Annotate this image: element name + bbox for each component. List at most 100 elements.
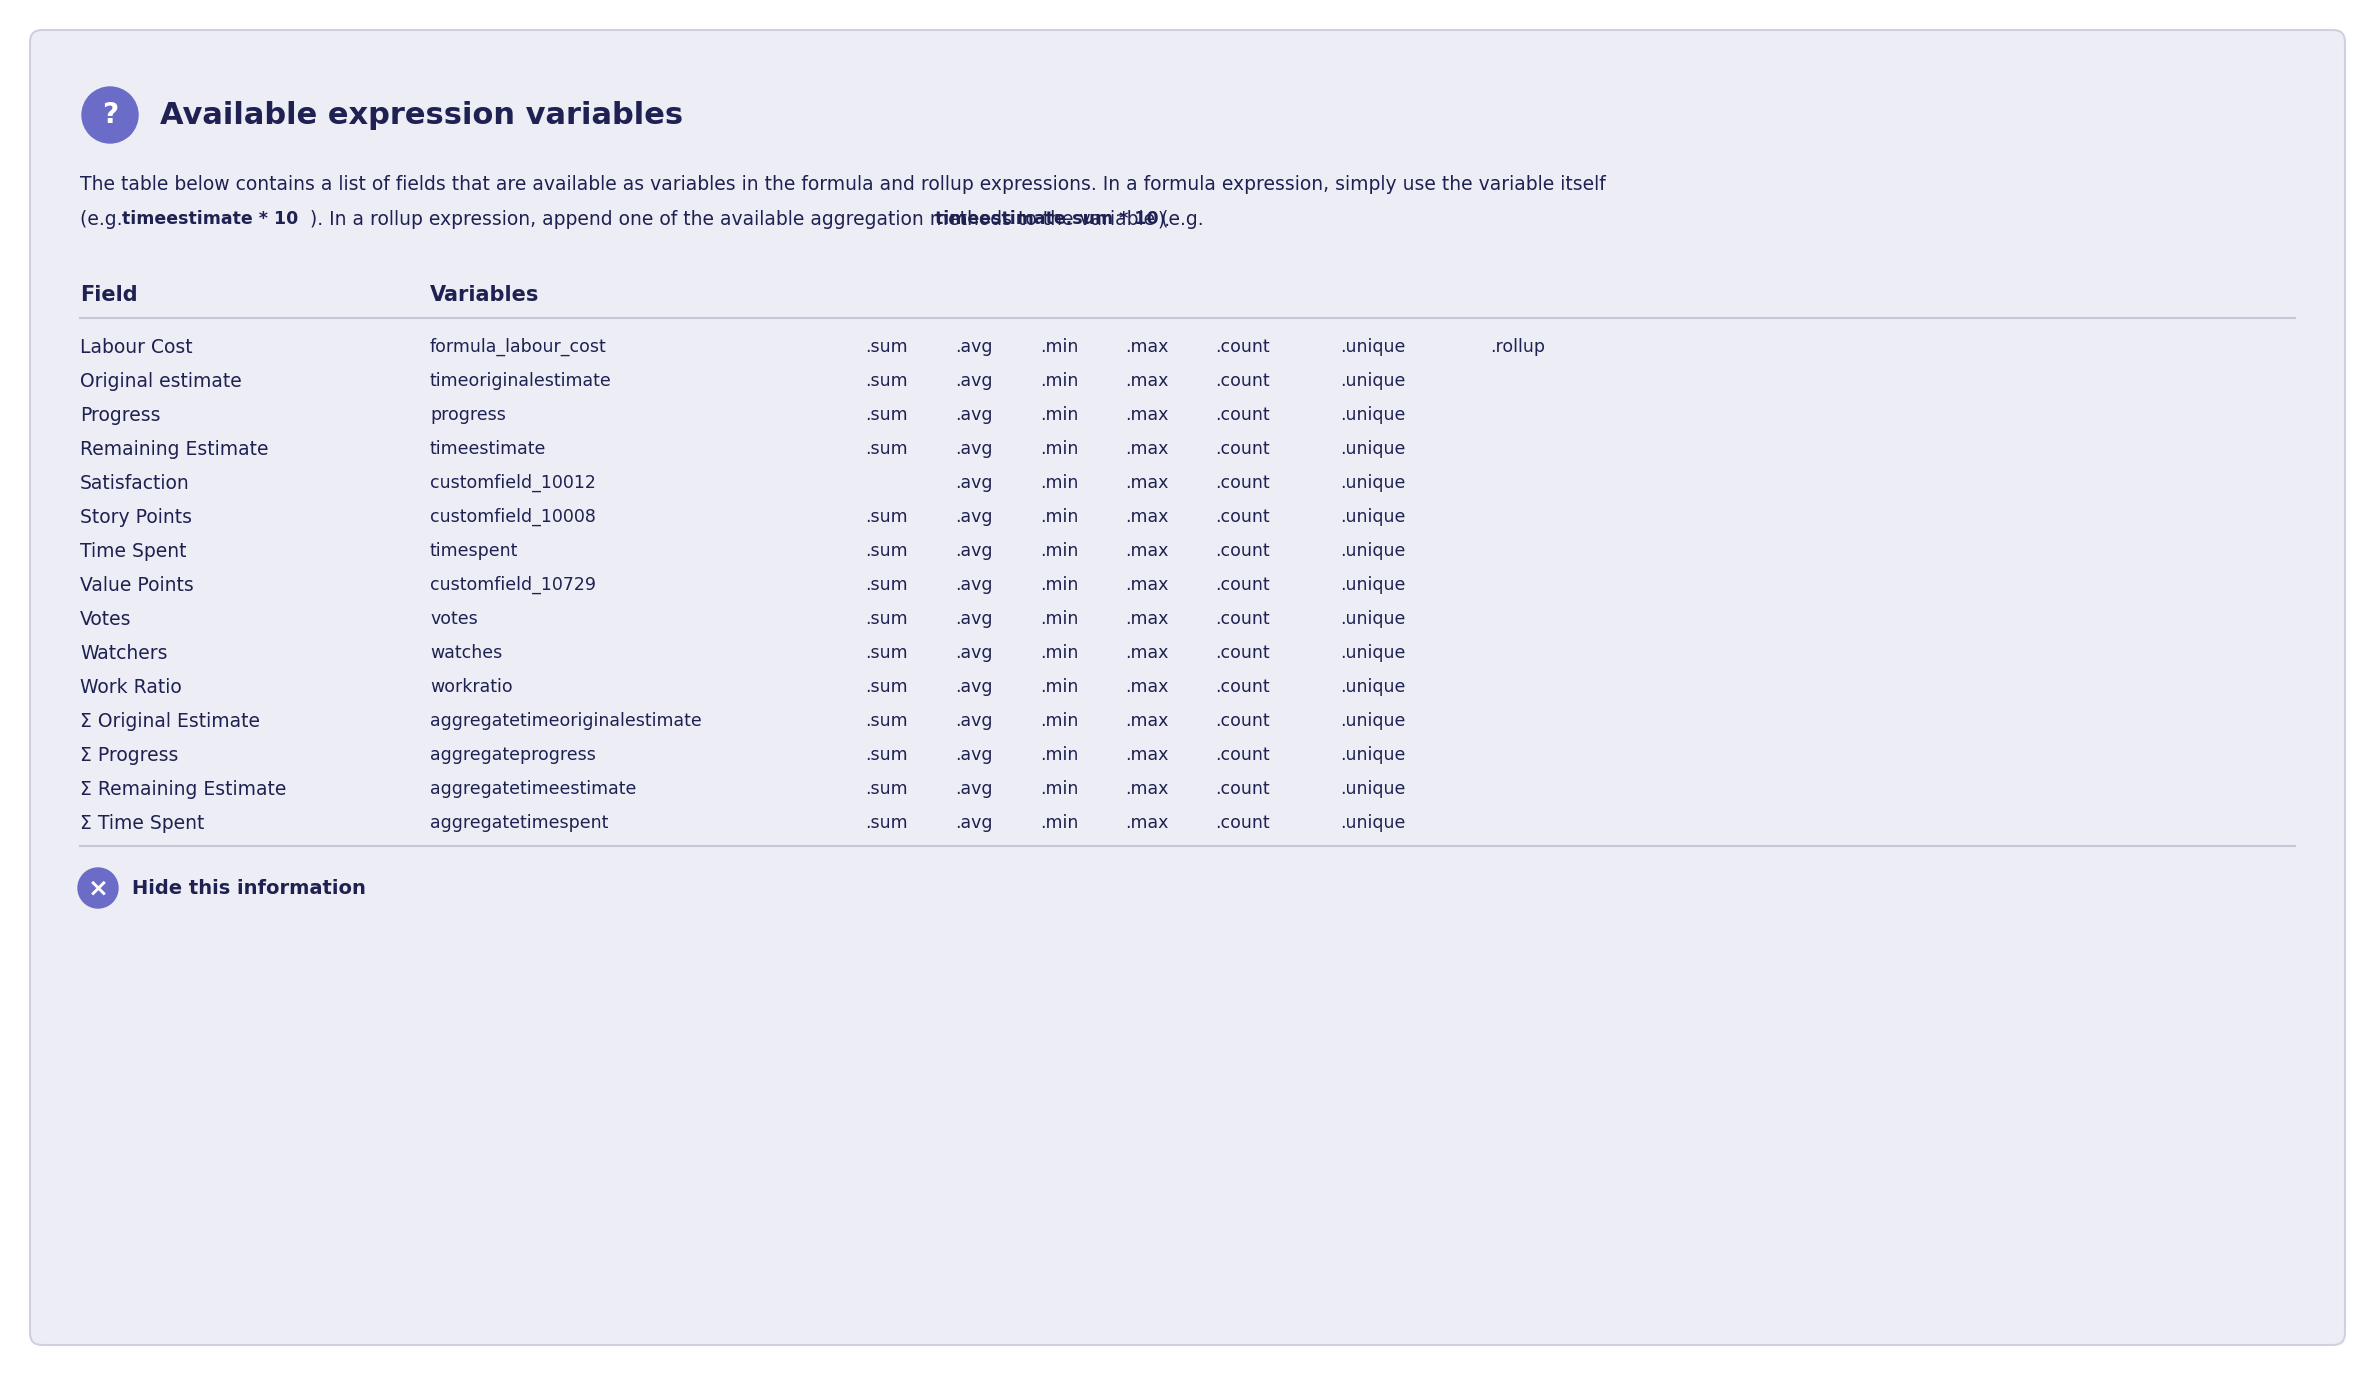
Text: customfield_10008: customfield_10008	[430, 507, 596, 527]
Text: .max: .max	[1126, 507, 1168, 527]
Text: .count: .count	[1216, 406, 1271, 424]
Text: .max: .max	[1126, 440, 1168, 458]
Text: .max: .max	[1126, 644, 1168, 661]
Text: .rollup: .rollup	[1489, 338, 1546, 356]
Text: .count: .count	[1216, 747, 1271, 764]
Text: .sum: .sum	[864, 440, 907, 458]
Text: .unique: .unique	[1339, 474, 1406, 492]
Text: .max: .max	[1126, 576, 1168, 594]
Text: Remaining Estimate: Remaining Estimate	[81, 440, 268, 458]
Text: .max: .max	[1126, 338, 1168, 356]
Text: .max: .max	[1126, 406, 1168, 424]
Text: .unique: .unique	[1339, 644, 1406, 661]
Text: .count: .count	[1216, 507, 1271, 527]
Text: .avg: .avg	[955, 474, 993, 492]
Text: .max: .max	[1126, 373, 1168, 390]
Text: ).: ).	[1159, 210, 1171, 230]
Text: .count: .count	[1216, 678, 1271, 696]
Text: .sum: .sum	[864, 610, 907, 628]
Text: ×: ×	[88, 876, 109, 901]
Text: .avg: .avg	[955, 576, 993, 594]
Text: .sum: .sum	[864, 338, 907, 356]
Text: .unique: .unique	[1339, 780, 1406, 797]
Text: .min: .min	[1040, 440, 1078, 458]
Text: .sum: .sum	[864, 712, 907, 730]
Text: .count: .count	[1216, 440, 1271, 458]
Text: .count: .count	[1216, 373, 1271, 390]
Text: .avg: .avg	[955, 780, 993, 797]
Text: .min: .min	[1040, 747, 1078, 764]
Text: .max: .max	[1126, 542, 1168, 560]
Text: .min: .min	[1040, 373, 1078, 390]
Text: .avg: .avg	[955, 644, 993, 661]
Text: .sum: .sum	[864, 814, 907, 832]
Text: .avg: .avg	[955, 373, 993, 390]
Text: .count: .count	[1216, 610, 1271, 628]
Text: .min: .min	[1040, 576, 1078, 594]
Text: .max: .max	[1126, 747, 1168, 764]
Text: Σ Original Estimate: Σ Original Estimate	[81, 711, 259, 730]
Text: Votes: Votes	[81, 609, 131, 628]
Text: .max: .max	[1126, 678, 1168, 696]
Text: watches: watches	[430, 644, 501, 661]
Text: .avg: .avg	[955, 338, 993, 356]
Text: .max: .max	[1126, 474, 1168, 492]
Text: ?: ?	[102, 100, 119, 129]
Text: .min: .min	[1040, 780, 1078, 797]
Text: .avg: .avg	[955, 747, 993, 764]
Text: .unique: .unique	[1339, 440, 1406, 458]
Text: .unique: .unique	[1339, 542, 1406, 560]
Text: timeestimate: timeestimate	[430, 440, 546, 458]
Text: Original estimate: Original estimate	[81, 371, 242, 390]
Text: .min: .min	[1040, 644, 1078, 661]
Text: .max: .max	[1126, 780, 1168, 797]
Text: .avg: .avg	[955, 542, 993, 560]
Text: .unique: .unique	[1339, 747, 1406, 764]
Circle shape	[83, 87, 138, 143]
Text: Work Ratio: Work Ratio	[81, 678, 183, 697]
Text: aggregatetimeestimate: aggregatetimeestimate	[430, 780, 636, 797]
Circle shape	[78, 868, 119, 908]
Text: .min: .min	[1040, 507, 1078, 527]
Text: .count: .count	[1216, 542, 1271, 560]
Text: .sum: .sum	[864, 678, 907, 696]
Text: .min: .min	[1040, 406, 1078, 424]
Text: .count: .count	[1216, 576, 1271, 594]
Text: .unique: .unique	[1339, 576, 1406, 594]
Text: .count: .count	[1216, 814, 1271, 832]
Text: .count: .count	[1216, 780, 1271, 797]
Text: The table below contains a list of fields that are available as variables in the: The table below contains a list of field…	[81, 175, 1606, 194]
Text: .sum: .sum	[864, 406, 907, 424]
Text: .min: .min	[1040, 542, 1078, 560]
Text: .sum: .sum	[864, 780, 907, 797]
Text: Value Points: Value Points	[81, 576, 195, 594]
Text: timespent: timespent	[430, 542, 518, 560]
Text: timeestimate * 10: timeestimate * 10	[121, 210, 299, 228]
Text: Story Points: Story Points	[81, 507, 192, 527]
Text: timeestimate.sum * 10: timeestimate.sum * 10	[936, 210, 1159, 228]
Text: Available expression variables: Available expression variables	[159, 100, 684, 129]
Text: .sum: .sum	[864, 542, 907, 560]
Text: Σ Time Spent: Σ Time Spent	[81, 814, 204, 832]
Text: workratio: workratio	[430, 678, 513, 696]
Text: .avg: .avg	[955, 406, 993, 424]
Text: Σ Remaining Estimate: Σ Remaining Estimate	[81, 780, 287, 799]
Text: Hide this information: Hide this information	[133, 879, 366, 898]
Text: .unique: .unique	[1339, 406, 1406, 424]
Text: customfield_10729: customfield_10729	[430, 576, 596, 594]
Text: .avg: .avg	[955, 814, 993, 832]
Text: .avg: .avg	[955, 712, 993, 730]
Text: customfield_10012: customfield_10012	[430, 474, 596, 492]
Text: .min: .min	[1040, 474, 1078, 492]
Text: timeoriginalestimate: timeoriginalestimate	[430, 373, 613, 390]
Text: formula_labour_cost: formula_labour_cost	[430, 338, 606, 356]
Text: .avg: .avg	[955, 507, 993, 527]
Text: .avg: .avg	[955, 678, 993, 696]
Text: .count: .count	[1216, 474, 1271, 492]
Text: .sum: .sum	[864, 644, 907, 661]
Text: .min: .min	[1040, 338, 1078, 356]
Text: Satisfaction: Satisfaction	[81, 473, 190, 492]
Text: .count: .count	[1216, 712, 1271, 730]
Text: .unique: .unique	[1339, 814, 1406, 832]
Text: .avg: .avg	[955, 440, 993, 458]
